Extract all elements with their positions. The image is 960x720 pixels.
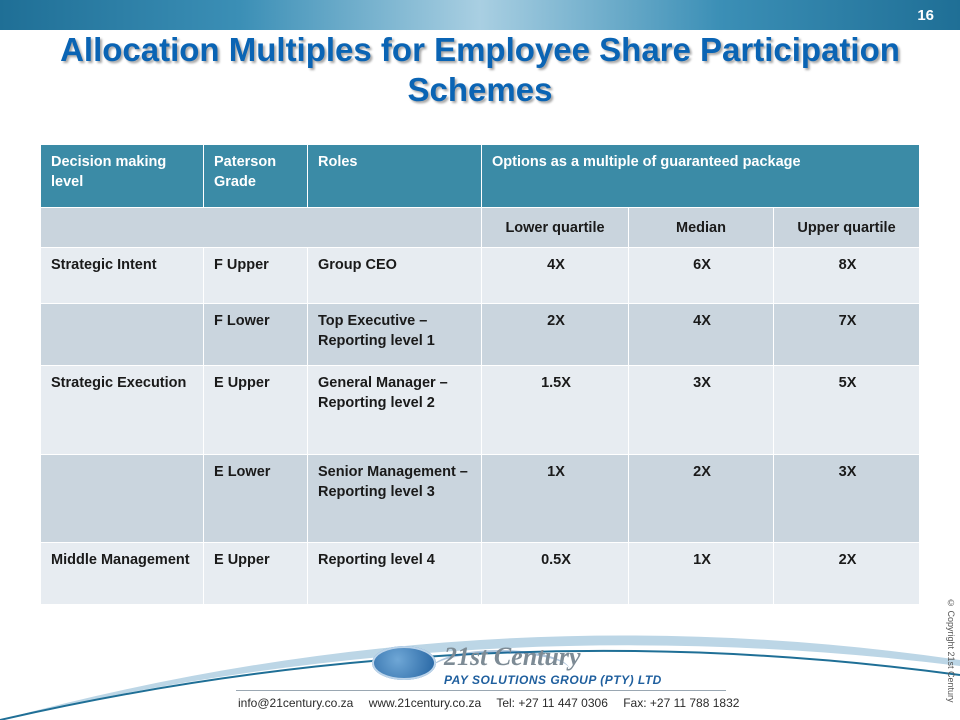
cell-lower-quartile: 4X xyxy=(481,247,629,304)
table-row: E Lower Senior Management – Reporting le… xyxy=(40,454,920,543)
cell-median: 2X xyxy=(628,454,774,543)
table-row: Strategic Intent F Upper Group CEO 4X 6X… xyxy=(40,247,920,304)
allocation-table: Decision making level Paterson Grade Rol… xyxy=(40,144,920,605)
cell-lower-quartile: 1X xyxy=(481,454,629,543)
cell-upper-quartile: 3X xyxy=(773,454,920,543)
cell-role: Top Executive – Reporting level 1 xyxy=(307,303,482,366)
cell-upper-quartile: 7X xyxy=(773,303,920,366)
cell-role: Group CEO xyxy=(307,247,482,304)
copyright-notice: © Copyright 21st Century xyxy=(946,598,956,703)
cell-level xyxy=(40,303,204,366)
subheader-median: Median xyxy=(628,207,774,248)
footer-divider xyxy=(236,690,726,691)
cell-upper-quartile: 5X xyxy=(773,365,920,455)
cell-level: Middle Management xyxy=(40,542,204,605)
cell-grade: F Lower xyxy=(203,303,308,366)
cell-role: Reporting level 4 xyxy=(307,542,482,605)
cell-lower-quartile: 1.5X xyxy=(481,365,629,455)
cell-median: 3X xyxy=(628,365,774,455)
footer-tel: Tel: +27 11 447 0306 xyxy=(496,696,608,710)
top-banner xyxy=(0,0,960,30)
subheader-upper-quartile: Upper quartile xyxy=(773,207,920,248)
footer-email[interactable]: info@21century.co.za xyxy=(238,696,354,710)
header-roles: Roles xyxy=(307,144,482,208)
cell-grade: E Lower xyxy=(203,454,308,543)
cell-median: 6X xyxy=(628,247,774,304)
cell-grade: F Upper xyxy=(203,247,308,304)
table-header-row: Decision making level Paterson Grade Rol… xyxy=(40,144,920,208)
table-row: Strategic Execution E Upper General Mana… xyxy=(40,365,920,455)
header-options-multiple: Options as a multiple of guaranteed pack… xyxy=(481,144,920,208)
page-number: 16 xyxy=(917,7,934,24)
company-logo-subtitle: PAY SOLUTIONS GROUP (PTY) LTD xyxy=(444,673,662,687)
header-decision-level: Decision making level xyxy=(40,144,204,208)
footer-fax: Fax: +27 11 788 1832 xyxy=(623,696,740,710)
table-row: Middle Management E Upper Reporting leve… xyxy=(40,542,920,605)
cell-median: 1X xyxy=(628,542,774,605)
cell-grade: E Upper xyxy=(203,542,308,605)
globe-icon xyxy=(372,646,436,680)
footer-contact-info: info@21century.co.za www.21century.co.za… xyxy=(238,696,751,710)
cell-role: General Manager – Reporting level 2 xyxy=(307,365,482,455)
cell-role: Senior Management – Reporting level 3 xyxy=(307,454,482,543)
subheader-lower-quartile: Lower quartile xyxy=(481,207,629,248)
header-paterson-grade: Paterson Grade xyxy=(203,144,308,208)
footer-website[interactable]: www.21century.co.za xyxy=(368,696,482,710)
cell-level: Strategic Execution xyxy=(40,365,204,455)
table-subheader-row: Lower quartile Median Upper quartile xyxy=(40,207,920,248)
slide-title: Allocation Multiples for Employee Share … xyxy=(60,31,900,108)
cell-level: Strategic Intent xyxy=(40,247,204,304)
cell-lower-quartile: 0.5X xyxy=(481,542,629,605)
cell-upper-quartile: 2X xyxy=(773,542,920,605)
company-logo-text: 21st Century xyxy=(444,642,581,671)
table-row: F Lower Top Executive – Reporting level … xyxy=(40,303,920,366)
cell-median: 4X xyxy=(628,303,774,366)
cell-lower-quartile: 2X xyxy=(481,303,629,366)
cell-grade: E Upper xyxy=(203,365,308,455)
subheader-blank xyxy=(40,207,482,248)
cell-level xyxy=(40,454,204,543)
logo-swoosh xyxy=(430,650,570,691)
cell-upper-quartile: 8X xyxy=(773,247,920,304)
